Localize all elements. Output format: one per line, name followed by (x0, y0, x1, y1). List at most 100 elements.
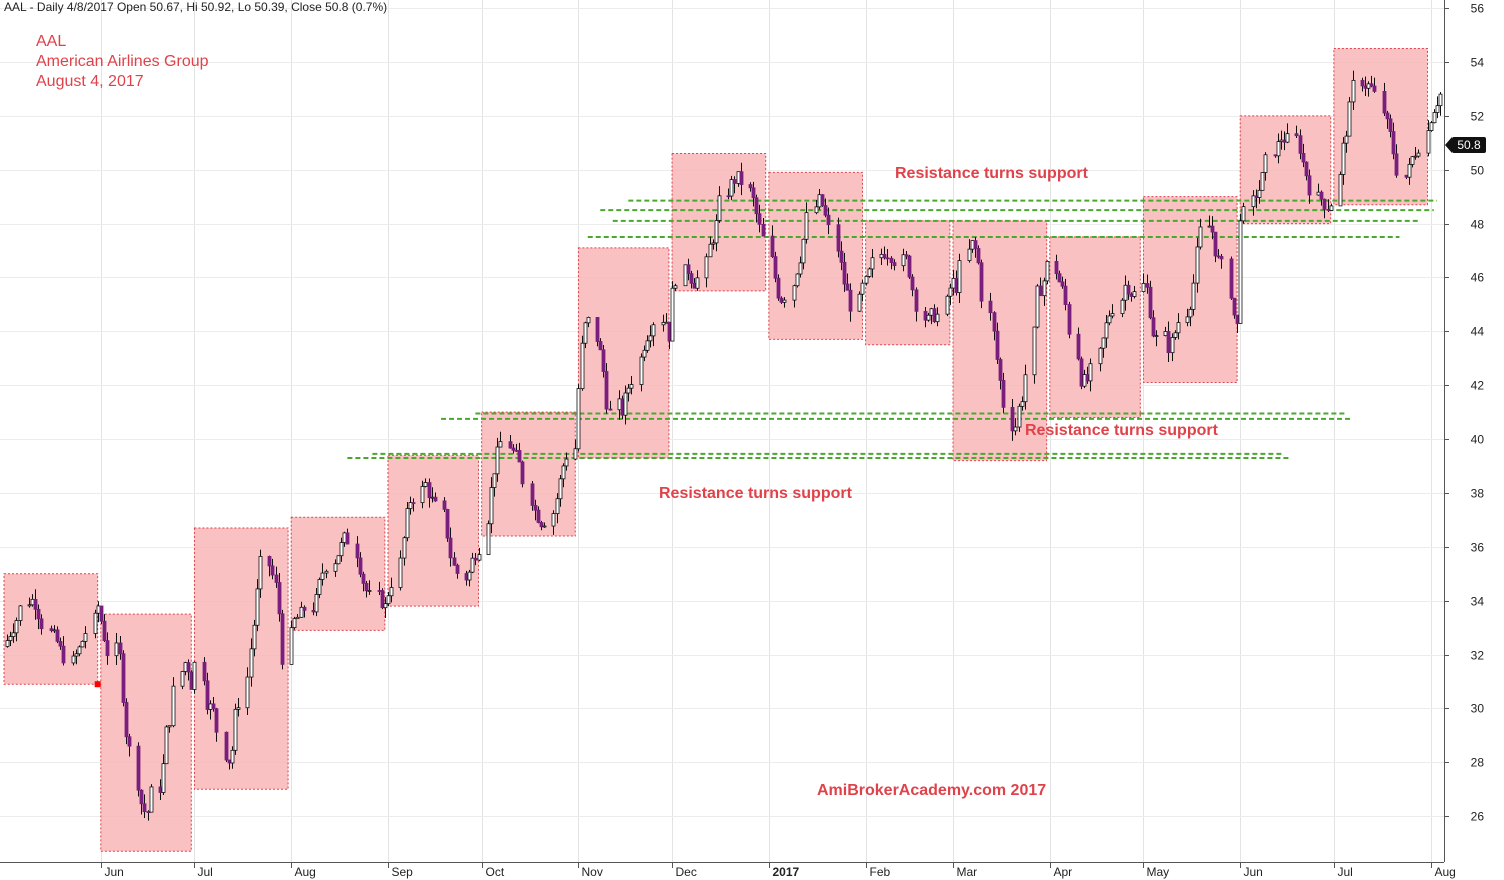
candle-body (757, 213, 762, 225)
candle-body (442, 500, 447, 510)
candle-body (267, 556, 272, 567)
x-tick-label: Jun (1244, 865, 1263, 879)
candle-body (664, 321, 669, 324)
candle-body (1020, 401, 1025, 407)
candle-body (1294, 133, 1299, 137)
candle-body (11, 632, 16, 637)
candle-body (951, 278, 956, 289)
candle-body (1098, 347, 1103, 365)
candle-body (683, 264, 688, 287)
candle-body (386, 595, 391, 605)
candle-body (1229, 258, 1234, 299)
candle-body (14, 620, 19, 634)
chart-date: August 4, 2017 (36, 73, 144, 90)
candle-body (302, 606, 307, 611)
candle-body (667, 321, 672, 342)
candle-body (445, 508, 450, 539)
candle-body (954, 278, 959, 293)
x-tick-label: Aug (295, 865, 316, 879)
candle-body (751, 187, 756, 199)
candle-body (1363, 85, 1368, 89)
candle-body (342, 532, 347, 543)
candle-body (714, 220, 719, 244)
candle-body (33, 598, 38, 610)
candle-body (1207, 225, 1212, 228)
candle-body (317, 579, 322, 595)
candle-body (595, 317, 600, 342)
candle-body (358, 557, 363, 575)
x-tick-label: Oct (486, 865, 505, 879)
candle-body (929, 308, 934, 316)
candle-body (533, 505, 538, 511)
candle-body (361, 573, 366, 584)
candle-body (105, 640, 110, 657)
candle-body (879, 253, 884, 259)
candle-body (127, 736, 132, 747)
candle-body (423, 482, 428, 487)
candle-body (364, 583, 369, 592)
candle-body (935, 313, 940, 323)
candle-body (748, 184, 753, 189)
x-tick-label: Aug (1435, 865, 1456, 879)
candle-body (732, 179, 737, 184)
candle-body (867, 268, 872, 277)
candle-body (149, 786, 154, 813)
candle-body (1326, 209, 1331, 211)
monthly-range-box (768, 171, 863, 340)
candle-body (245, 676, 250, 709)
candle-body (889, 257, 894, 263)
y-tick-label: 54 (1471, 56, 1485, 70)
candle-body (561, 465, 566, 480)
candle-body (230, 749, 235, 764)
candle-body (464, 573, 469, 581)
monthly-range-box (865, 220, 951, 346)
candle-body (80, 640, 85, 648)
monthly-range-box (577, 247, 670, 459)
candle-body (377, 590, 382, 592)
candle-body (520, 461, 525, 485)
candle-body (1382, 91, 1387, 114)
candle-body (979, 262, 984, 302)
y-tick-label: 32 (1471, 649, 1485, 663)
candle-body (408, 502, 413, 509)
candle-body (739, 171, 744, 185)
candle-body (823, 205, 828, 216)
candle-body (339, 542, 344, 557)
candle-body (146, 811, 151, 814)
candle-body (514, 449, 519, 452)
candle-body (433, 496, 438, 502)
candle-body (1163, 331, 1168, 337)
candle-body (726, 195, 731, 198)
candle-body (988, 300, 993, 314)
candle-body (299, 606, 304, 618)
candle-body (214, 708, 219, 733)
candle-body (1067, 304, 1072, 335)
annotation-resistance-support: Resistance turns support (659, 485, 852, 502)
candle-body (948, 287, 953, 297)
candle-body (1366, 83, 1371, 89)
candle-body (957, 260, 962, 293)
candle-body (367, 590, 372, 592)
chart-grid (0, 0, 1444, 862)
candle-body (901, 254, 906, 267)
candle-body (161, 763, 166, 793)
candle-body (1385, 112, 1390, 120)
candle-body (93, 612, 98, 634)
candle-body (1038, 285, 1043, 297)
candle-body (914, 289, 919, 312)
candle-body (704, 256, 709, 279)
candle-body (1001, 380, 1006, 408)
candle-body (1426, 130, 1431, 154)
marker-point (94, 681, 101, 688)
y-tick-label: 34 (1471, 595, 1485, 609)
candle-body (1017, 405, 1022, 428)
annotation-resistance-support: Resistance turns support (1025, 422, 1218, 439)
candle-body (1276, 141, 1281, 157)
candle-body (530, 483, 535, 506)
candle-body (1347, 101, 1352, 137)
x-tick-label: Jun (105, 865, 124, 879)
candle-body (158, 786, 163, 793)
candle-body (402, 537, 407, 559)
candle-body (389, 587, 394, 597)
